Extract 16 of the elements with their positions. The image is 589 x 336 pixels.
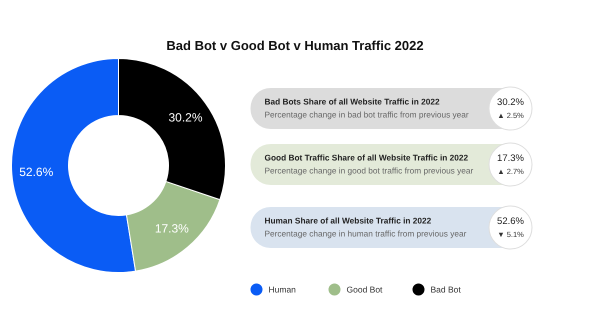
data-label: 30.2%	[168, 110, 203, 124]
text: Percentage change in good bot traffic from previous year	[264, 166, 474, 176]
text: 17.3%	[497, 153, 525, 164]
chart-title: Bad Bot v Good Bot v Human Traffic 2022	[166, 38, 424, 53]
text: 52.6%	[497, 216, 525, 227]
text: Human Share of all Website Traffic in 2022	[264, 216, 432, 226]
legend-label: Bad Bot	[430, 284, 462, 294]
data-label: 17.3%	[154, 221, 190, 236]
text: Bad Bots Share of all Website Traffic in 2022	[264, 96, 440, 106]
text: Good Bot Traffic Share of all Website Traffic in 2022	[264, 152, 469, 162]
text: 30.2%	[497, 97, 525, 108]
text: Percentage change in bad bot traffic from previous year	[264, 110, 469, 120]
data-label: 52.6%	[19, 165, 54, 180]
legend-label: Human	[268, 284, 296, 294]
text: Percentage change in human traffic from previous year	[264, 228, 467, 238]
legend-label: Good Bot	[346, 284, 384, 294]
